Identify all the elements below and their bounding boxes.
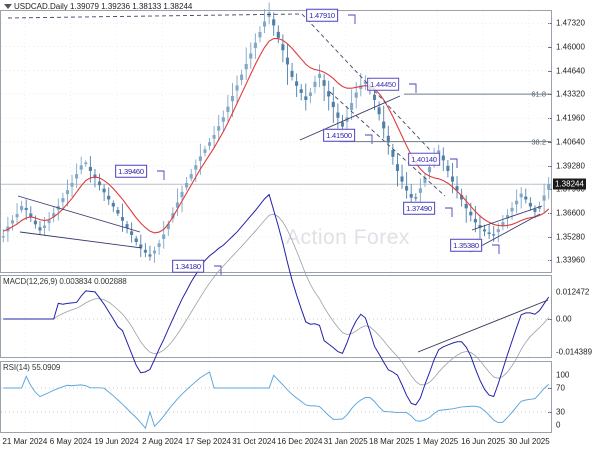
axis-tick [548, 412, 552, 413]
time-axis-label: 2 Aug 2024 [142, 437, 183, 446]
axis-tick [548, 23, 552, 25]
rsi-axis-label: 0 [556, 420, 561, 430]
price-annotation-swing-low[interactable]: 1.35380 [450, 238, 482, 252]
time-axis-label: 31 Jan 2025 [323, 437, 368, 446]
price-annotation-swing-high-minor[interactable]: 1.44450 [367, 77, 399, 91]
time-axis-label: 16 Jun 2025 [461, 437, 506, 446]
price-axis-label: 1.35280 [556, 232, 585, 242]
time-axis-label: 17 Sep 2024 [185, 437, 231, 446]
triangle-down-icon[interactable] [4, 4, 12, 9]
axis-tick [548, 165, 552, 167]
price-annotation-swing-high[interactable]: 1.47910 [306, 8, 338, 22]
fibonacci-level-label: 38.2 [531, 137, 546, 147]
time-axis-label: 19 Jun 2024 [94, 437, 139, 446]
rsi-indicator-panel[interactable] [0, 361, 552, 433]
price-chart-panel[interactable] [0, 10, 552, 273]
price-annotation-swing-high-minor[interactable]: 1.39460 [115, 164, 147, 178]
price-axis-label: 1.40640 [556, 137, 585, 147]
axis-tick [548, 70, 552, 72]
price-annotation-swing-low[interactable]: 1.34180 [172, 259, 204, 273]
price-annotation-swing-low-minor[interactable]: 1.41500 [323, 128, 355, 142]
axis-tick [548, 260, 552, 262]
current-price-badge: 1.38244 [553, 178, 586, 190]
macd-axis-label: -0.014389 [556, 347, 593, 357]
time-axis-label: 21 Mar 2024 [2, 437, 48, 446]
time-axis-label: 30 Jul 2025 [508, 437, 550, 446]
axis-tick [548, 46, 552, 48]
rsi-axis-label: 30 [556, 407, 565, 417]
rsi-header: RSI(14) 55.0909 [3, 363, 61, 372]
price-axis-label: 1.36600 [556, 208, 585, 218]
axis-tick [548, 118, 552, 120]
time-axis-label: 1 May 2025 [416, 437, 459, 446]
fibonacci-level-label: 61.8 [531, 89, 546, 99]
axis-tick [548, 388, 552, 389]
watermark: Action Forex [286, 226, 410, 249]
time-axis-label: 6 May 2024 [49, 437, 92, 446]
macd-indicator-panel[interactable] [0, 275, 552, 358]
price-axis[interactable]: 1.47320 1.46000 1.44640 1.43320 1.41960 1.406… [548, 0, 600, 450]
axis-tick [548, 94, 552, 96]
macd-header: MACD(12,26,9) 0.003834 0.002888 [3, 277, 127, 286]
time-axis-label: 18 Mar 2025 [369, 437, 414, 446]
axis-tick [548, 318, 552, 320]
price-axis-label: 1.46000 [556, 42, 585, 51]
price-axis-label: 1.39280 [556, 161, 585, 171]
price-annotation-swing-low-minor[interactable]: 1.40140 [408, 152, 440, 166]
axis-tick [548, 141, 552, 143]
price-axis-label: 1.33960 [556, 255, 585, 265]
rsi-axis-label: 70 [556, 383, 565, 393]
axis-tick [548, 189, 552, 191]
axis-tick [548, 213, 552, 215]
price-annotation-swing-low-minor[interactable]: 1.37490 [403, 201, 435, 215]
macd-axis-label: 0.012472 [556, 287, 590, 297]
title-bar: USDCAD.Daily 1.39079 1.39236 1.38133 1.3… [0, 0, 600, 13]
axis-tick [548, 236, 552, 238]
price-axis-label: 1.47320 [556, 18, 585, 28]
price-axis-label: 1.43320 [556, 89, 585, 99]
rsi-axis-label: 100 [556, 370, 570, 380]
symbol-header: USDCAD.Daily 1.39079 1.39236 1.38133 1.3… [14, 2, 193, 11]
price-axis-label: 1.41960 [556, 113, 585, 123]
macd-axis-label: 0.00 [556, 314, 572, 324]
time-axis-label: 31 Oct 2024 [232, 437, 276, 446]
price-axis-label: 1.44640 [556, 66, 585, 76]
time-axis-label: 16 Dec 2024 [277, 437, 323, 446]
